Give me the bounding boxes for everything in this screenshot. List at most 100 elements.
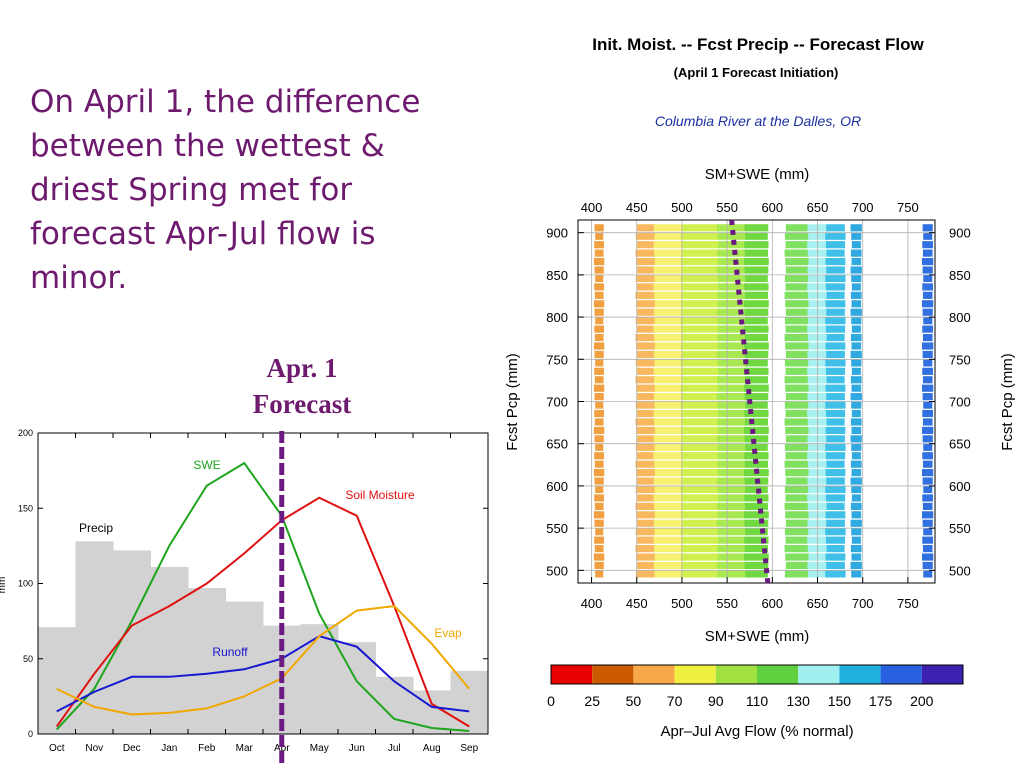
heatmap-cell bbox=[680, 469, 719, 477]
heatmap-cell bbox=[921, 469, 934, 477]
x-tick-label-top: 700 bbox=[852, 200, 874, 215]
heatmap-cell bbox=[850, 350, 862, 359]
y-tick-label-right: 600 bbox=[949, 479, 971, 494]
heatmap-cell bbox=[635, 570, 656, 578]
heatmap-cell bbox=[654, 511, 682, 519]
heatmap-cell bbox=[654, 376, 683, 384]
heatmap-cell bbox=[716, 266, 747, 274]
heatmap-cell bbox=[851, 570, 862, 578]
heatmap-cell bbox=[595, 570, 604, 578]
heatmap-cell bbox=[681, 435, 719, 443]
heatmap-cell bbox=[785, 367, 809, 375]
heatmap-cell bbox=[635, 333, 656, 342]
heatmap-cell bbox=[850, 393, 862, 401]
heatmap-cell bbox=[636, 283, 656, 291]
heatmap-cell bbox=[784, 291, 810, 299]
heatmap-cell bbox=[594, 283, 605, 291]
heatmap-cell bbox=[681, 224, 719, 232]
heatmap-cell bbox=[785, 241, 809, 249]
heatmap-cell bbox=[594, 367, 605, 375]
series-label: Soil Moisture bbox=[345, 488, 415, 502]
heatmap-cell bbox=[850, 418, 862, 426]
heatmap-cell bbox=[825, 274, 846, 283]
heatmap-cell bbox=[653, 325, 683, 333]
month-label: Sep bbox=[460, 743, 478, 754]
heatmap-cell bbox=[717, 384, 746, 392]
heatmap-cell bbox=[717, 401, 746, 409]
heatmap-cell bbox=[594, 536, 605, 544]
heatmap-cell bbox=[851, 317, 862, 325]
colorbar-swatch bbox=[674, 665, 716, 684]
heatmap-cell bbox=[593, 300, 605, 308]
heatmap-cell bbox=[826, 308, 845, 316]
heatmap-cell bbox=[851, 384, 862, 392]
heatmap-cell bbox=[826, 519, 845, 527]
heatmap-cell bbox=[654, 232, 683, 240]
heatmap-cell bbox=[654, 333, 683, 342]
colorbar-swatch bbox=[839, 665, 881, 684]
heatmap-cell bbox=[594, 561, 604, 570]
heatmap-cell bbox=[745, 528, 768, 536]
heatmap-cell bbox=[850, 460, 862, 468]
heatmap-cell bbox=[680, 443, 720, 451]
heatmap-cell bbox=[718, 283, 746, 291]
heatmap-cell bbox=[743, 257, 769, 266]
heatmap-cell bbox=[825, 257, 846, 266]
heatmap-cell bbox=[680, 570, 720, 578]
heatmap-cell bbox=[851, 426, 862, 435]
heatmap-cell bbox=[784, 418, 810, 426]
y-tick-label-left: 600 bbox=[546, 479, 568, 494]
heatmap-cell bbox=[635, 401, 656, 409]
heatmap-cell bbox=[594, 249, 604, 257]
y-tick-label-left: 850 bbox=[546, 268, 568, 283]
heatmap-cell bbox=[594, 460, 604, 468]
heatmap-cell bbox=[654, 469, 682, 477]
heatmap-cell bbox=[594, 241, 605, 249]
heatmap-cell bbox=[851, 367, 861, 375]
y-axis-label-right: Fcst Pcp (mm) bbox=[999, 353, 1016, 451]
heatmap-cell bbox=[653, 477, 683, 485]
heatmap-cell bbox=[851, 494, 861, 502]
heatmap-cell bbox=[680, 528, 720, 536]
heatmap-cell bbox=[593, 553, 605, 561]
heatmap-cell bbox=[595, 274, 604, 283]
heatmap-cell bbox=[744, 224, 769, 232]
heatmap-cell bbox=[636, 384, 656, 392]
y-tick-label: 150 bbox=[18, 503, 33, 513]
heatmap-cell bbox=[680, 485, 720, 494]
heatmap-cell bbox=[653, 519, 683, 527]
x-tick-label-top: 550 bbox=[716, 200, 738, 215]
heatmap-cell bbox=[636, 494, 656, 502]
heatmap-cell bbox=[825, 494, 846, 502]
heatmap-cell bbox=[785, 342, 809, 350]
heatmap-cell bbox=[785, 266, 809, 274]
heatmap-cell bbox=[785, 452, 809, 460]
series-line-evap bbox=[56, 605, 471, 716]
x-tick-label-bottom: 600 bbox=[761, 596, 783, 611]
x-tick-label-bottom: 400 bbox=[581, 596, 603, 611]
heatmap-cell bbox=[784, 443, 810, 451]
series-label: Runoff bbox=[212, 645, 248, 659]
heatmap-cell bbox=[826, 333, 845, 342]
heatmap-cell bbox=[636, 224, 655, 232]
heatmap-cell bbox=[718, 452, 746, 460]
heatmap-cell bbox=[654, 570, 683, 578]
y-tick-label: 50 bbox=[23, 654, 33, 664]
heatmap-cell bbox=[654, 257, 682, 266]
heatmap-cell bbox=[922, 435, 933, 443]
x-tick-label-top: 600 bbox=[761, 200, 783, 215]
heatmap-subtitle: (April 1 Forecast Initiation) bbox=[674, 65, 839, 80]
heatmap-cell bbox=[680, 232, 720, 240]
heatmap-cell bbox=[717, 426, 746, 435]
heatmap-cell bbox=[654, 249, 683, 257]
heatmap-cell bbox=[681, 494, 719, 502]
heatmap-cell bbox=[826, 460, 845, 468]
colorbar-tick-label: 110 bbox=[746, 693, 769, 709]
heatmap-cell bbox=[922, 393, 933, 401]
x-tick-label-top: 500 bbox=[671, 200, 693, 215]
heatmap-cell bbox=[851, 443, 862, 451]
heatmap-cell bbox=[594, 393, 604, 401]
heatmap-cell bbox=[744, 519, 769, 527]
heatmap-cell bbox=[826, 224, 845, 232]
heatmap-cell bbox=[594, 350, 604, 359]
